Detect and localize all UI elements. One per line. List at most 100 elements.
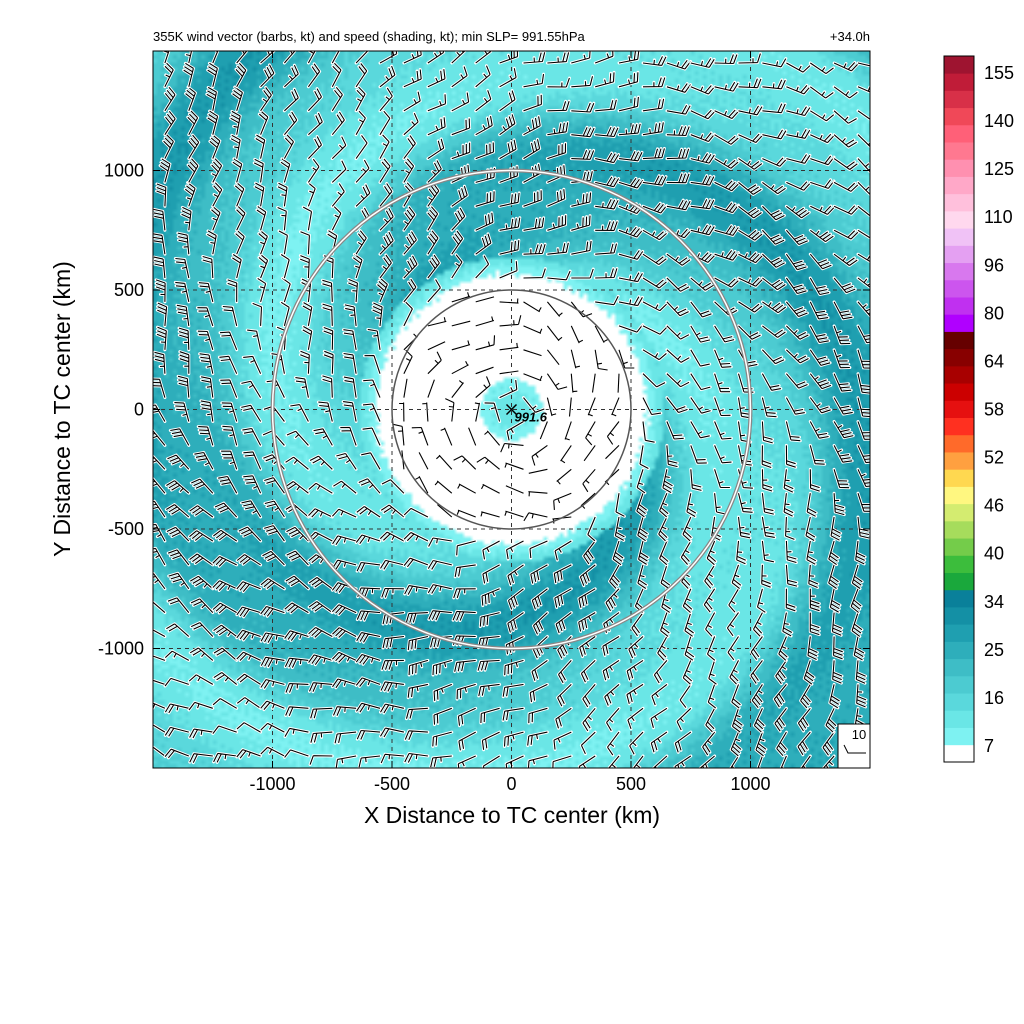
- wind-barb: [379, 531, 405, 542]
- wind-barb: [355, 677, 381, 687]
- wind-barb: [372, 302, 383, 326]
- wind-barb: [358, 478, 381, 494]
- wind-barb: [336, 452, 357, 470]
- wind-barb: [236, 51, 248, 64]
- wind-barb: [284, 749, 309, 758]
- wind-barb: [164, 748, 189, 759]
- wind-barb: [591, 373, 596, 393]
- wind-barb: [528, 491, 548, 497]
- wind-barb: [618, 226, 644, 238]
- wind-barb: [500, 442, 524, 453]
- wind-barb: [728, 588, 739, 613]
- wind-barb: [714, 493, 727, 515]
- wind-barb: [264, 525, 285, 542]
- wind-barb: [403, 278, 417, 303]
- wind-barb: [828, 540, 839, 566]
- wind-barb: [762, 277, 786, 291]
- wind-barb: [595, 268, 618, 279]
- wind-barb: [753, 708, 765, 733]
- wind-barb: [436, 454, 453, 470]
- wind-barb: [234, 182, 245, 207]
- wind-barb: [427, 379, 435, 398]
- wind-barb: [405, 612, 428, 623]
- wind-barb: [674, 755, 692, 768]
- wind-barb: [738, 301, 763, 313]
- wind-barb: [212, 698, 237, 709]
- wind-barb: [213, 647, 238, 661]
- wind-barb: [484, 402, 501, 422]
- wind-barb: [295, 377, 309, 398]
- wind-barb: [404, 730, 428, 741]
- wind-barb: [307, 63, 321, 88]
- wind-barb: [477, 635, 500, 648]
- wind-barb: [299, 255, 310, 279]
- wind-barb: [475, 255, 490, 279]
- wind-barb: [356, 506, 381, 518]
- wind-barb: [618, 72, 639, 88]
- wind-barb: [185, 86, 196, 111]
- wind-barb: [807, 636, 818, 660]
- wind-barb: [762, 129, 787, 140]
- wind-barb: [177, 375, 190, 398]
- wind-barb: [736, 540, 746, 565]
- wind-barb: [810, 133, 835, 144]
- wind-barb: [595, 296, 619, 306]
- wind-barb: [714, 225, 739, 236]
- wind-barb: [560, 445, 572, 464]
- wind-barb: [379, 110, 391, 135]
- wind-barb: [475, 142, 495, 160]
- wind-barb: [168, 549, 190, 566]
- wind-barb: [595, 221, 618, 231]
- wind-barb: [433, 707, 452, 725]
- wind-barb: [481, 731, 500, 750]
- wind-barb: [475, 335, 496, 351]
- wind-barb: [236, 629, 261, 641]
- wind-barb: [355, 159, 370, 183]
- wind-barb: [155, 279, 166, 302]
- wind-barb: [731, 564, 742, 590]
- wind-barb: [833, 421, 854, 439]
- wind-barb: [300, 350, 310, 374]
- wind-barb: [690, 349, 710, 367]
- wind-barb: [711, 516, 721, 541]
- wind-barb: [653, 660, 668, 684]
- wind-barb: [177, 232, 190, 255]
- wind-barb: [285, 456, 309, 470]
- wind-barb: [322, 279, 333, 302]
- wind-barb: [427, 182, 440, 207]
- wind-barb: [636, 493, 647, 518]
- colorbar-cell: [944, 589, 974, 608]
- wind-barb: [331, 51, 340, 64]
- wind-barb: [456, 509, 476, 518]
- wind-barb: [830, 516, 841, 541]
- wind-barb: [380, 559, 405, 570]
- wind-barb: [833, 205, 859, 215]
- wind-barb: [506, 540, 524, 560]
- wind-barb: [168, 572, 190, 590]
- colorbar-cell: [944, 486, 974, 505]
- wind-barb: [822, 755, 835, 768]
- wind-barb: [280, 158, 291, 183]
- wind-barb: [571, 268, 594, 279]
- wind-barb: [189, 728, 213, 739]
- wind-barb: [642, 397, 661, 416]
- colorbar-tick-label: 125: [984, 159, 1014, 179]
- wind-barb: [285, 481, 309, 494]
- colorbar-cell: [944, 348, 974, 367]
- wind-barb: [809, 86, 834, 99]
- colorbar-tick-label: 58: [984, 400, 1004, 420]
- wind-barb: [408, 659, 429, 676]
- wind-barb: [578, 612, 596, 632]
- wind-barb: [737, 445, 752, 466]
- wind-barb: [456, 540, 476, 556]
- wind-barb: [587, 516, 596, 542]
- wind-barb: [666, 445, 678, 468]
- wind-barb: [453, 455, 477, 470]
- wind-barb: [284, 88, 299, 112]
- wind-barb: [690, 109, 715, 120]
- wind-barb: [499, 380, 518, 399]
- x-tick-label: 0: [506, 774, 516, 794]
- colorbar-tick-label: 110: [984, 207, 1013, 227]
- wind-barb: [260, 64, 275, 88]
- wind-barb: [708, 660, 717, 685]
